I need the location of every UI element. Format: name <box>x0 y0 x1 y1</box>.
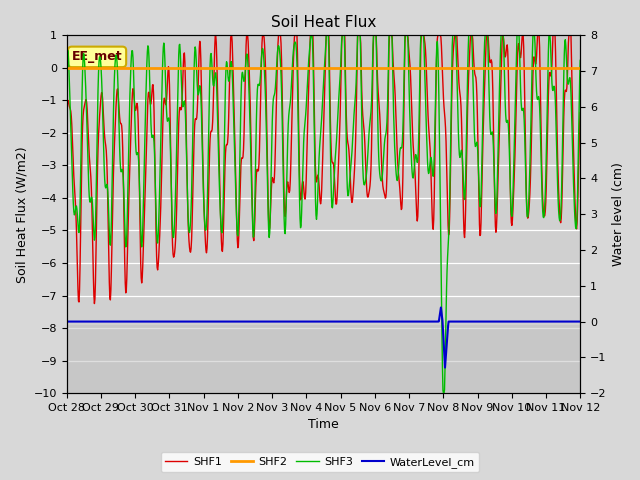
WaterLevel_cm <box>437 305 445 311</box>
SHF2 <box>415 65 423 71</box>
SHF2 <box>271 65 278 71</box>
Y-axis label: Water level (cm): Water level (cm) <box>612 162 625 266</box>
SHF3 <box>289 55 297 61</box>
SHF2 <box>63 65 70 71</box>
SHF2 <box>289 65 297 71</box>
SHF1 <box>63 118 70 123</box>
SHF3 <box>307 33 315 38</box>
SHF2 <box>472 65 480 71</box>
Line: SHF1: SHF1 <box>67 36 580 303</box>
SHF3 <box>440 390 447 396</box>
WaterLevel_cm <box>415 319 423 324</box>
SHF1 <box>116 114 124 120</box>
SHF1 <box>417 67 424 73</box>
Bar <box>67 325 580 393</box>
WaterLevel_cm <box>441 365 449 371</box>
SHF1 <box>271 145 279 151</box>
SHF3 <box>115 125 123 131</box>
SHF1 <box>464 86 472 92</box>
SHF2 <box>577 65 584 71</box>
SHF1 <box>212 33 220 38</box>
Line: WaterLevel_cm: WaterLevel_cm <box>67 308 580 368</box>
SHF2 <box>463 65 471 71</box>
Line: SHF3: SHF3 <box>67 36 580 393</box>
Y-axis label: Soil Heat Flux (W/m2): Soil Heat Flux (W/m2) <box>15 146 28 283</box>
WaterLevel_cm <box>474 319 481 324</box>
SHF3 <box>271 92 278 98</box>
WaterLevel_cm <box>115 319 123 324</box>
Bar <box>67 36 580 68</box>
SHF1 <box>474 113 481 119</box>
SHF3 <box>416 76 424 82</box>
Text: EE_met: EE_met <box>72 50 122 63</box>
WaterLevel_cm <box>63 319 70 324</box>
SHF3 <box>577 58 584 63</box>
X-axis label: Time: Time <box>308 419 339 432</box>
SHF1 <box>91 300 99 306</box>
SHF1 <box>577 110 584 116</box>
WaterLevel_cm <box>577 319 584 324</box>
Legend: SHF1, SHF2, SHF3, WaterLevel_cm: SHF1, SHF2, SHF3, WaterLevel_cm <box>161 452 479 472</box>
SHF3 <box>474 143 481 148</box>
WaterLevel_cm <box>289 319 297 324</box>
WaterLevel_cm <box>464 319 472 324</box>
WaterLevel_cm <box>271 319 278 324</box>
SHF1 <box>290 46 298 51</box>
Title: Soil Heat Flux: Soil Heat Flux <box>271 15 376 30</box>
SHF3 <box>63 71 70 76</box>
SHF3 <box>464 48 472 54</box>
SHF2 <box>115 65 123 71</box>
